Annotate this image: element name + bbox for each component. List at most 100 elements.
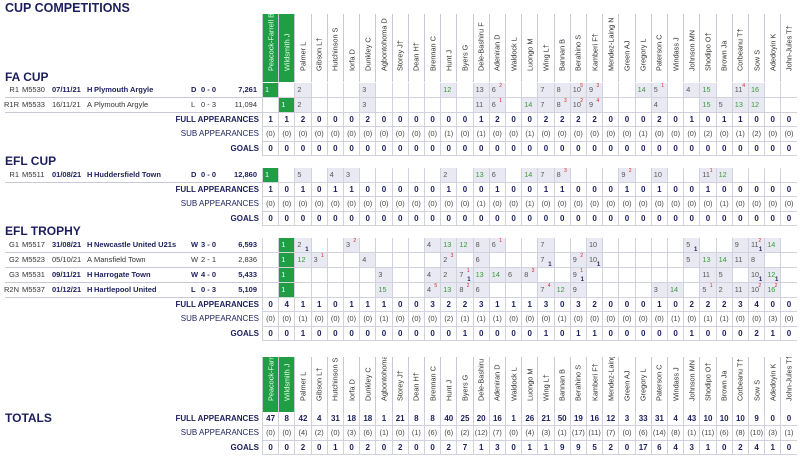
lineup-cell[interactable]: 14 xyxy=(715,253,732,268)
lineup-cell[interactable]: 6 xyxy=(488,168,505,183)
lineup-cell[interactable]: 1 xyxy=(278,268,295,283)
lineup-cell[interactable]: 13 xyxy=(472,268,489,283)
lineup-cell[interactable]: 5 xyxy=(715,98,732,113)
player-column-header[interactable]: Adedoyin K xyxy=(764,357,780,412)
player-column-header[interactable]: Kamberi F† xyxy=(586,14,602,82)
match-opponent[interactable]: Plymouth Argyle xyxy=(94,100,149,109)
player-column-header[interactable]: Peacock-Farrell B† xyxy=(262,14,279,82)
player-column-header[interactable]: Berahino S xyxy=(569,14,586,82)
lineup-cell[interactable]: 9 xyxy=(731,238,748,253)
player-column-header[interactable]: Dean H† xyxy=(407,357,424,412)
player-column-header[interactable]: Hunt J xyxy=(440,357,456,412)
player-column-header[interactable]: Waldock L xyxy=(505,14,521,82)
lineup-cell[interactable]: 2 xyxy=(440,268,457,283)
player-column-header[interactable]: Agbontohoma D xyxy=(375,14,391,82)
player-column-header[interactable]: Storey J† xyxy=(391,357,408,412)
lineup-cell[interactable]: 10 1 xyxy=(748,268,765,283)
lineup-cell[interactable]: 1 xyxy=(278,283,295,298)
player-column-header[interactable]: Paterson C xyxy=(650,357,667,412)
match-opponent[interactable]: Hartlepool United xyxy=(94,285,157,294)
player-column-header[interactable]: Bannan B xyxy=(553,14,570,82)
lineup-cell[interactable]: 8 xyxy=(553,83,570,98)
match-opponent[interactable]: Harrogate Town xyxy=(94,270,151,279)
lineup-cell[interactable]: 8 xyxy=(472,238,489,253)
lineup-cell[interactable]: 1 xyxy=(262,168,279,183)
lineup-cell[interactable]: 1 xyxy=(278,253,295,268)
lineup-cell[interactable]: 16 2 xyxy=(764,283,781,298)
player-column-header[interactable]: Mendez-Laing N xyxy=(602,357,618,412)
player-column-header[interactable]: Adeniran D xyxy=(488,14,505,82)
player-column-header[interactable]: Gibson L† xyxy=(310,14,327,82)
lineup-cell[interactable]: 10 xyxy=(650,168,667,183)
player-column-header[interactable]: Wing L† xyxy=(537,357,553,412)
lineup-cell[interactable]: 3 xyxy=(343,168,360,183)
lineup-cell[interactable]: 1 xyxy=(278,238,295,253)
lineup-cell[interactable]: 5 xyxy=(683,253,700,268)
player-column-header[interactable]: Corbeanu T† xyxy=(731,14,748,82)
lineup-cell[interactable]: 12 xyxy=(440,83,457,98)
player-column-header[interactable]: Paterson C xyxy=(650,14,667,82)
player-column-header[interactable]: Iorfa D xyxy=(343,14,359,82)
player-column-header[interactable]: Brennan C xyxy=(424,14,440,82)
player-column-header[interactable]: Iorfa D xyxy=(343,357,359,412)
lineup-cell[interactable]: 6 xyxy=(472,253,489,268)
match-date[interactable]: 16/11/21 xyxy=(52,100,81,109)
player-column-header[interactable]: Hutchinson S xyxy=(326,14,343,82)
lineup-cell[interactable]: 11 xyxy=(731,253,748,268)
lineup-cell[interactable]: 13 xyxy=(440,283,457,298)
player-column-header[interactable]: Brown Ja xyxy=(715,357,732,412)
lineup-cell[interactable]: 11 1 xyxy=(699,168,716,183)
player-column-header[interactable]: Palmer L xyxy=(294,357,310,412)
lineup-cell[interactable]: 11 xyxy=(731,283,748,298)
lineup-cell[interactable]: 10 xyxy=(586,238,603,253)
lineup-cell[interactable]: 7 xyxy=(537,83,554,98)
lineup-cell[interactable]: 11 2 1 xyxy=(748,238,765,253)
player-column-header[interactable]: Johnson MN xyxy=(683,357,699,412)
player-column-header[interactable]: Sow S xyxy=(748,14,764,82)
lineup-cell[interactable]: 15 xyxy=(699,98,716,113)
lineup-cell[interactable]: 1 xyxy=(278,98,295,113)
player-column-header[interactable]: Hutchinson S xyxy=(326,357,343,412)
lineup-cell[interactable]: 12 xyxy=(748,98,765,113)
lineup-cell[interactable]: 1 xyxy=(262,83,279,98)
lineup-cell[interactable]: 11 xyxy=(472,98,489,113)
lineup-cell[interactable]: 2 xyxy=(294,83,311,98)
lineup-cell[interactable]: 6 xyxy=(472,283,489,298)
player-column-header[interactable]: Sow S xyxy=(748,357,764,412)
player-column-header[interactable]: Gregory L xyxy=(634,14,651,82)
lineup-cell[interactable]: 7 xyxy=(537,98,554,113)
player-column-header[interactable]: Windass J xyxy=(667,14,683,82)
lineup-cell[interactable]: 16 xyxy=(748,83,765,98)
lineup-cell[interactable]: 4 xyxy=(424,268,441,283)
lineup-cell[interactable]: 5 xyxy=(715,268,732,283)
player-column-header[interactable]: John-Jules T† xyxy=(780,357,796,412)
lineup-cell[interactable]: 10 2 xyxy=(748,283,765,298)
player-column-header[interactable]: Dele-Bashiru F xyxy=(472,14,489,82)
lineup-cell[interactable]: 3 xyxy=(375,268,392,283)
player-column-header[interactable]: Adeniran D xyxy=(488,357,505,412)
lineup-cell[interactable]: 12 xyxy=(715,168,732,183)
match-opponent[interactable]: Plymouth Argyle xyxy=(94,85,154,94)
match-date[interactable]: 01/08/21 xyxy=(52,170,82,179)
player-column-header[interactable]: Corbeanu T† xyxy=(731,357,748,412)
match-opponent[interactable]: Huddersfield Town xyxy=(94,170,161,179)
player-column-header[interactable]: Gibson L† xyxy=(310,357,327,412)
lineup-cell[interactable]: 3 xyxy=(650,283,667,298)
